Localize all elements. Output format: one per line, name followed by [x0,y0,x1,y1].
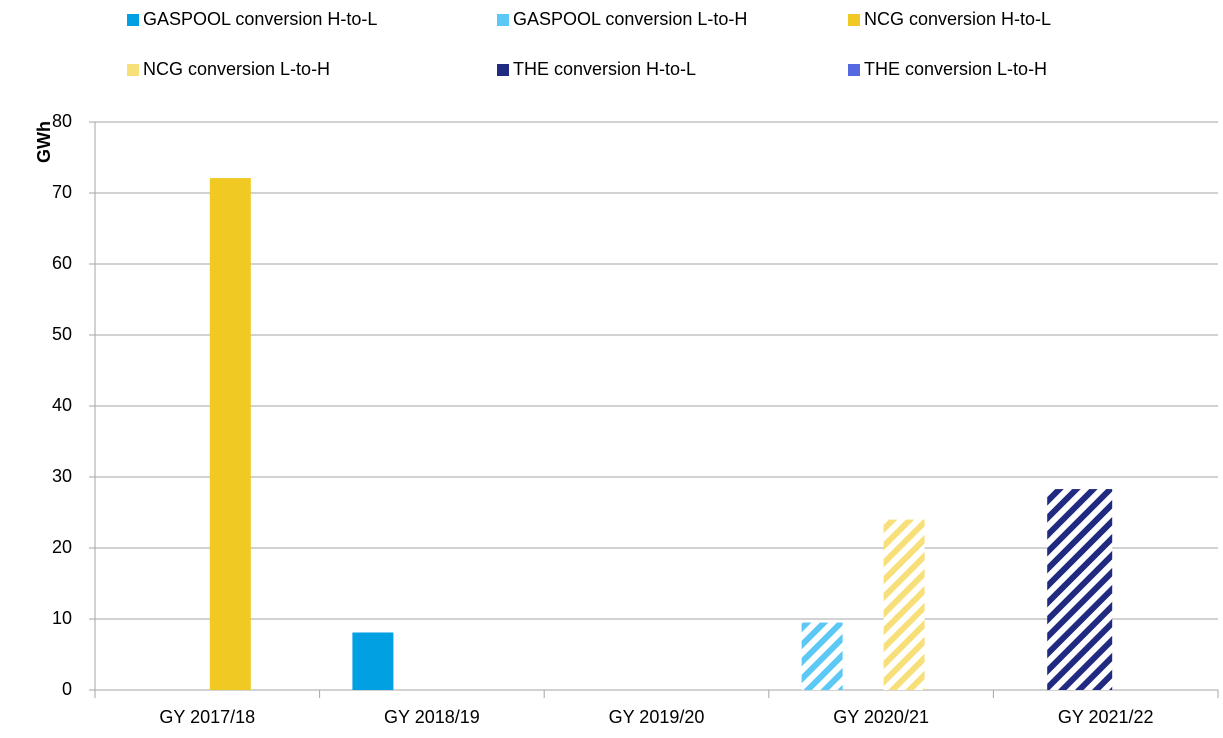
x-tick-label: GY 2020/21 [833,707,929,727]
legend-swatch [848,64,860,76]
bar [883,519,925,690]
y-axis-label: GWh [34,121,54,163]
legend-label: GASPOOL conversion L-to-H [513,9,747,29]
y-tick-label: 20 [52,537,72,557]
y-tick-label: 10 [52,608,72,628]
legend-swatch [127,64,139,76]
y-tick-label: 40 [52,395,72,415]
bar [801,622,843,690]
x-tick-label: GY 2019/20 [609,707,705,727]
y-tick-label: 60 [52,253,72,273]
legend-label: THE conversion H-to-L [513,59,696,79]
legend-swatch [127,14,139,26]
legend-label: GASPOOL conversion H-to-L [143,9,377,29]
x-tick-label: GY 2021/22 [1058,707,1154,727]
x-tick-label: GY 2017/18 [159,707,255,727]
legend-label: NCG conversion H-to-L [864,9,1051,29]
y-tick-label: 0 [62,679,72,699]
y-tick-label: 30 [52,466,72,486]
x-tick-label: GY 2018/19 [384,707,480,727]
bar [209,178,251,690]
y-tick-label: 80 [52,111,72,131]
y-tick-label: 70 [52,182,72,202]
legend-swatch [497,64,509,76]
bar [1047,489,1113,690]
bar [352,632,394,690]
legend-label: NCG conversion L-to-H [143,59,330,79]
legend-label: THE conversion L-to-H [864,59,1047,79]
y-tick-label: 50 [52,324,72,344]
legend-swatch [497,14,509,26]
legend-swatch [848,14,860,26]
